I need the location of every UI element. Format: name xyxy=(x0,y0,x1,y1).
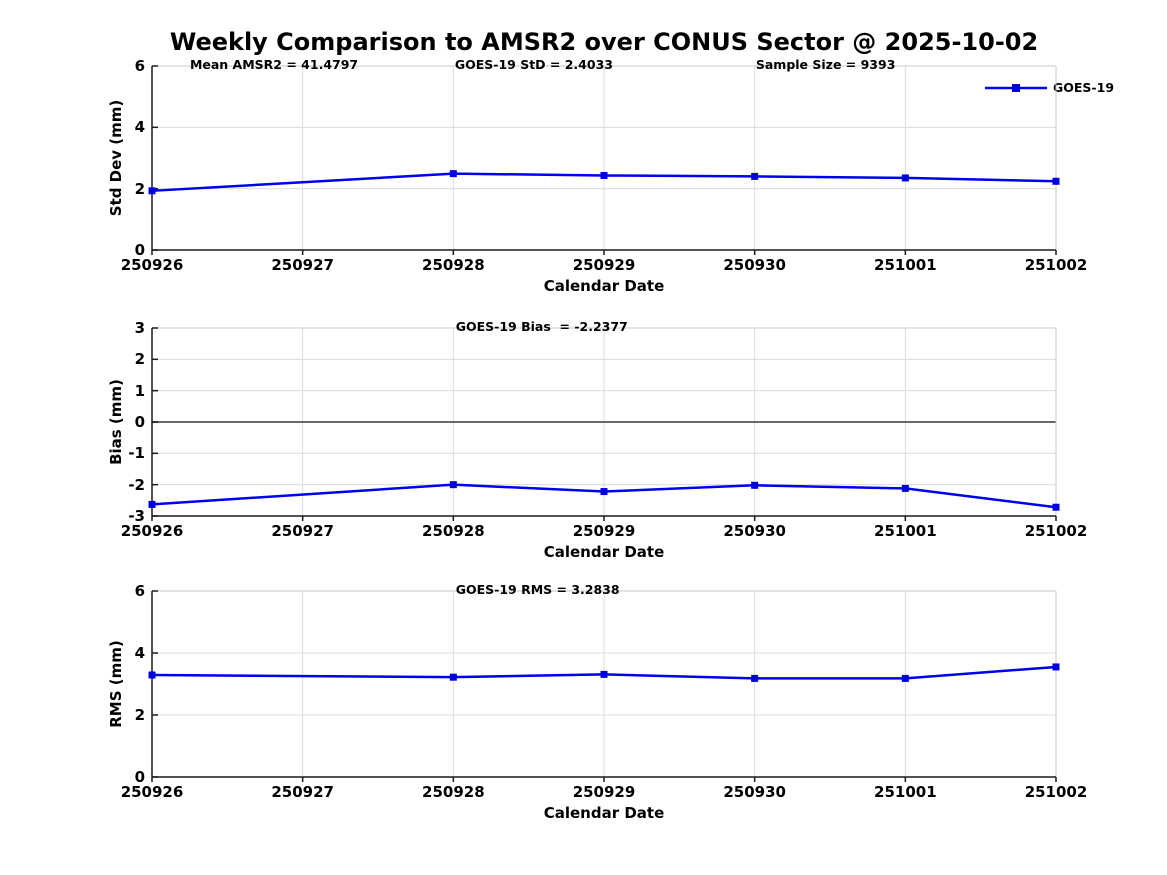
annotation-mean-amsr2: Mean AMSR2 = 41.4797 xyxy=(189,57,359,72)
annotation-goes19-std: GOES-19 StD = 2.4033 xyxy=(454,57,613,72)
rms-y-axis-label: RMS (mm) xyxy=(107,640,125,728)
y-tick-label: 4 xyxy=(134,644,145,662)
x-tick-label: 251001 xyxy=(874,783,937,801)
data-point-marker[interactable] xyxy=(148,671,156,679)
data-point-marker[interactable] xyxy=(751,172,759,180)
x-tick-label: 250926 xyxy=(120,522,184,540)
x-tick-label: 250929 xyxy=(572,256,636,274)
data-point-marker[interactable] xyxy=(1052,663,1060,671)
bias-x-axis-label: Calendar Date xyxy=(543,543,665,561)
rms-plot-canvas xyxy=(148,590,1060,782)
x-tick-label: 251001 xyxy=(874,522,937,540)
series-line-goes-19 xyxy=(151,483,1057,509)
data-point-marker[interactable] xyxy=(751,481,759,489)
data-point-marker[interactable] xyxy=(751,674,759,682)
x-tick-label: 250929 xyxy=(572,783,636,801)
data-point-marker[interactable] xyxy=(1052,503,1060,511)
bias-y-axis-label: Bias (mm) xyxy=(107,379,125,465)
data-point-marker[interactable] xyxy=(449,481,457,489)
y-tick-label: 2 xyxy=(134,350,145,369)
y-tick-label: -1 xyxy=(128,444,145,463)
legend-label: GOES-19 xyxy=(1053,80,1115,95)
data-point-marker[interactable] xyxy=(449,170,457,178)
x-tick-label: 250926 xyxy=(120,783,184,801)
y-tick-label: 0 xyxy=(134,768,145,786)
rms-x-axis-label: Calendar Date xyxy=(543,804,665,822)
x-tick-label: 250927 xyxy=(271,522,334,540)
data-point-marker[interactable] xyxy=(600,488,608,496)
series-line-goes-19 xyxy=(151,172,1057,193)
x-tick-label: 251001 xyxy=(874,256,937,274)
x-tick-label: 250930 xyxy=(723,522,786,540)
y-tick-label: -3 xyxy=(128,507,145,525)
y-tick-label: 1 xyxy=(134,381,145,400)
x-tick-label: 251002 xyxy=(1024,522,1088,540)
x-tick-label: 251002 xyxy=(1024,783,1088,801)
x-tick-label: 250928 xyxy=(422,256,485,274)
stddev-y-axis-label: Std Dev (mm) xyxy=(107,99,125,217)
x-tick-label: 250929 xyxy=(572,522,636,540)
y-tick-label: 2 xyxy=(134,706,145,724)
y-tick-label: 2 xyxy=(134,179,145,198)
annotation-sample-size: Sample Size = 9393 xyxy=(755,57,896,72)
stddev-chart: Std Dev (mm) Calendar Date Mean AMSR2 = … xyxy=(107,57,1087,295)
x-tick-label: 250927 xyxy=(271,256,334,274)
y-tick-label: 4 xyxy=(134,118,145,137)
bias-chart: Bias (mm) Calendar Date GOES-19 Bias = -… xyxy=(107,319,1087,561)
series-line-goes-19 xyxy=(151,665,1057,680)
x-tick-label: 250927 xyxy=(271,783,334,801)
data-point-marker[interactable] xyxy=(1052,177,1060,185)
data-point-marker[interactable] xyxy=(600,670,608,678)
bias-plot-canvas xyxy=(148,327,1060,521)
x-tick-label: 250930 xyxy=(723,783,786,801)
x-tick-label: 250928 xyxy=(422,783,485,801)
x-tick-label: 250926 xyxy=(120,256,184,274)
y-tick-label: 3 xyxy=(134,319,145,337)
annotation-goes19-rms: GOES-19 RMS = 3.2838 xyxy=(455,582,620,597)
rms-chart: RMS (mm) Calendar Date GOES-19 RMS = 3.2… xyxy=(107,582,1087,822)
x-tick-label: 250928 xyxy=(422,522,485,540)
data-point-marker[interactable] xyxy=(148,187,156,195)
data-point-marker[interactable] xyxy=(901,484,909,492)
annotation-goes19-bias: GOES-19 Bias = -2.2377 xyxy=(455,319,628,334)
data-point-marker[interactable] xyxy=(901,174,909,182)
x-tick-label: 251002 xyxy=(1024,256,1088,274)
y-tick-label: 0 xyxy=(134,413,145,431)
data-point-marker[interactable] xyxy=(449,673,457,681)
figure-title: Weekly Comparison to AMSR2 over CONUS Se… xyxy=(169,28,1039,56)
x-tick-label: 250930 xyxy=(723,256,786,274)
data-point-marker[interactable] xyxy=(148,500,156,508)
stddev-plot-canvas xyxy=(148,65,1060,255)
data-point-marker[interactable] xyxy=(600,171,608,179)
legend[interactable]: GOES-19 xyxy=(985,80,1114,95)
y-tick-label: 6 xyxy=(134,57,145,75)
y-tick-label: -2 xyxy=(128,475,145,494)
stddev-x-axis-label: Calendar Date xyxy=(543,277,665,295)
y-tick-label: 6 xyxy=(134,582,145,600)
y-tick-label: 0 xyxy=(134,241,145,259)
legend-line-icon xyxy=(985,83,1047,92)
data-point-marker[interactable] xyxy=(901,674,909,682)
